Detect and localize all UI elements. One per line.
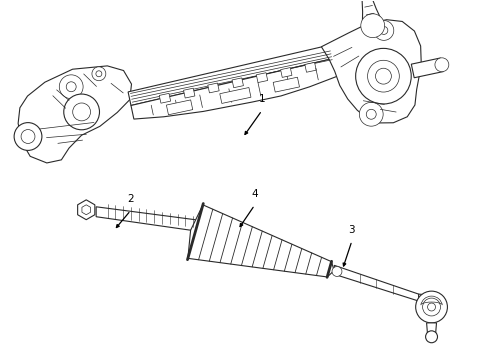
Polygon shape [77,200,95,220]
Polygon shape [18,66,131,163]
Text: 4: 4 [251,189,258,199]
Circle shape [422,298,441,316]
Polygon shape [167,100,193,115]
Polygon shape [159,93,171,103]
Circle shape [59,75,83,99]
Polygon shape [334,265,418,301]
Circle shape [374,21,394,40]
Polygon shape [220,87,251,103]
Circle shape [416,291,447,323]
Circle shape [375,68,392,84]
Circle shape [428,303,436,311]
Text: 2: 2 [127,194,134,204]
Polygon shape [82,205,91,215]
Polygon shape [427,323,437,335]
Circle shape [380,27,388,35]
Circle shape [367,109,376,119]
Polygon shape [256,73,268,82]
Polygon shape [321,20,421,123]
Polygon shape [232,78,244,88]
Polygon shape [131,58,340,119]
Polygon shape [273,77,299,92]
Circle shape [361,14,385,37]
Text: 3: 3 [349,225,355,235]
Polygon shape [418,294,443,319]
Circle shape [21,130,35,143]
Polygon shape [361,0,382,25]
Polygon shape [208,83,219,93]
Polygon shape [184,88,195,98]
Circle shape [73,103,91,121]
Polygon shape [128,45,336,105]
Circle shape [96,71,102,77]
Circle shape [368,60,399,92]
Circle shape [359,102,383,126]
Circle shape [66,82,76,92]
Circle shape [356,48,411,104]
Circle shape [14,123,42,150]
Text: 1: 1 [259,94,265,104]
Polygon shape [281,68,292,77]
Polygon shape [188,205,334,277]
Circle shape [435,58,449,72]
Circle shape [332,266,342,276]
Polygon shape [411,58,443,78]
Circle shape [64,94,99,130]
Circle shape [92,67,106,81]
Circle shape [426,331,438,343]
Polygon shape [96,207,218,234]
Polygon shape [305,62,316,72]
